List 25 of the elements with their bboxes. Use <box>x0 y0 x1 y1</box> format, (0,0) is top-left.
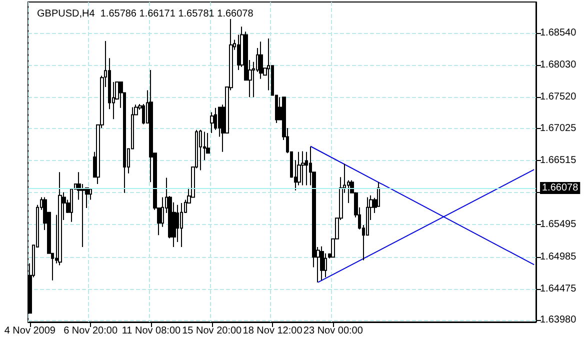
candlestick <box>301 150 305 186</box>
candlestick <box>210 112 214 134</box>
candlestick <box>199 129 202 171</box>
candlestick <box>180 202 183 248</box>
y-tick-label: 1.67520 <box>540 92 577 103</box>
x-tick-label: 18 Nov 12:00 <box>242 326 303 336</box>
candlestick <box>58 172 62 266</box>
y-tick-label: 1.65495 <box>540 219 577 230</box>
candlestick <box>305 151 308 186</box>
candlestick <box>320 246 324 281</box>
y-tick-label: 1.67025 <box>540 122 577 134</box>
y-tick-label: 1.68030 <box>540 59 577 70</box>
y-tick-label: 1.68540 <box>540 27 577 38</box>
y-tick-label: 1.64985 <box>540 251 577 262</box>
y-tick-label: 1.64475 <box>540 283 577 294</box>
y-tick-label: 1.66515 <box>540 154 577 166</box>
y-tick-label: 1.63980 <box>540 314 577 326</box>
ref-line-label: 1.66078 <box>542 182 579 194</box>
x-tick-label: 15 Nov 20:00 <box>182 326 242 336</box>
x-tick-label: 23 Nov 00:00 <box>303 326 364 336</box>
candlestick <box>259 41 263 80</box>
text: GBPUSD,H4 1.65786 1.66171 1.65781 1.66078 <box>37 8 254 20</box>
x-tick-label: 4 Nov 2009 <box>4 326 56 336</box>
x-tick-label: 6 Nov 20:00 <box>64 326 118 336</box>
x-tick-label: 11 Nov 08:00 <box>122 326 182 336</box>
